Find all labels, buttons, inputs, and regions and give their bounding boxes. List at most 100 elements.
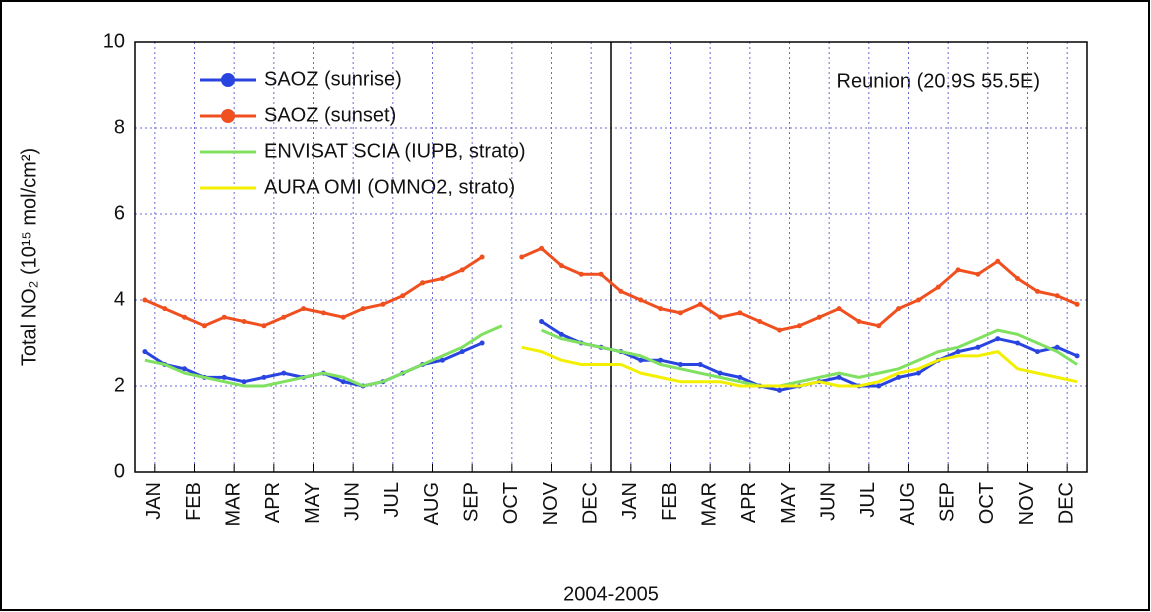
legend-label: ENVISAT SCIA (IUPB, strato) (264, 140, 526, 162)
legend-label: AURA OMI (OMNO2, strato) (264, 176, 515, 198)
series-marker (320, 310, 326, 316)
y-tick-label: 8 (114, 116, 125, 138)
series-line (144, 255, 483, 328)
x-tick-label: FEB (183, 482, 205, 521)
series-marker (737, 310, 743, 316)
series-marker (221, 314, 227, 320)
series-marker (975, 271, 981, 277)
x-tick-label: MAY (302, 482, 324, 524)
legend-marker (221, 109, 235, 123)
series-marker (439, 357, 445, 363)
series-marker (281, 314, 287, 320)
y-tick-label: 10 (103, 30, 125, 52)
x-tick-label: JAN (619, 482, 641, 520)
x-tick-label: NOV (1016, 481, 1038, 525)
series-marker (420, 280, 426, 286)
series-marker (578, 271, 584, 277)
x-tick-label: JUL (857, 482, 879, 518)
series-marker (182, 366, 188, 372)
series-marker (796, 323, 802, 329)
series-marker (697, 301, 703, 307)
series-marker (658, 306, 664, 312)
series-marker (459, 349, 465, 355)
series-marker (876, 323, 882, 329)
series-marker (558, 263, 564, 269)
series-marker (162, 306, 168, 312)
x-tick-label: AUG (897, 482, 919, 525)
series-marker (816, 314, 822, 320)
series-marker (301, 306, 307, 312)
series-marker (182, 314, 188, 320)
series-marker (1074, 301, 1080, 307)
series-marker (1074, 353, 1080, 359)
series-marker (757, 319, 763, 324)
x-tick-label: MAR (698, 482, 720, 526)
series-marker (915, 297, 921, 303)
series-marker (479, 254, 485, 260)
series-marker (1015, 276, 1021, 281)
series-marker (598, 271, 604, 277)
series-marker (975, 344, 981, 350)
series-marker (241, 319, 247, 324)
legend-marker (221, 73, 235, 87)
annotation: Reunion (20.9S 55.5E) (837, 70, 1040, 92)
series-marker (777, 387, 783, 393)
series-marker (1034, 288, 1040, 294)
series-marker (281, 370, 287, 376)
x-axis-label: 2004-2005 (563, 583, 659, 605)
series-marker (360, 306, 366, 312)
series-marker (439, 276, 445, 281)
series-line (144, 324, 503, 388)
series-marker (380, 301, 386, 307)
series-marker (261, 323, 267, 329)
series-marker (142, 349, 148, 355)
series-marker (1054, 293, 1060, 299)
series-marker (697, 362, 703, 367)
series-line (540, 328, 1078, 388)
series-marker (261, 374, 267, 380)
x-tick-label: APR (738, 482, 760, 523)
series-marker (717, 314, 723, 320)
series-marker (856, 319, 862, 324)
series-marker (539, 245, 545, 251)
series-marker (340, 379, 346, 385)
legend-label: SAOZ (sunrise) (264, 68, 402, 90)
x-tick-label: MAY (778, 482, 800, 524)
series-marker (677, 310, 683, 316)
series-marker (1054, 344, 1060, 350)
series-marker (995, 258, 1001, 264)
x-tick-label: OCT (976, 482, 998, 524)
x-tick-label: JUN (817, 482, 839, 521)
y-axis-label: Total NO₂ (10¹⁵ mol/cm²) (18, 148, 40, 366)
plot-frame (134, 41, 1088, 473)
series-marker (201, 323, 207, 329)
x-tick-label: JUN (341, 482, 363, 521)
series-line (144, 341, 483, 388)
series-marker (836, 374, 842, 380)
x-tick-label: DEC (1055, 482, 1077, 524)
series-marker (221, 374, 227, 380)
series-marker (717, 370, 723, 376)
series-marker (1015, 340, 1021, 346)
series-marker (519, 254, 525, 260)
y-tick-label: 4 (114, 288, 125, 310)
y-tick-label: 6 (114, 202, 125, 224)
x-tick-label: MAR (222, 482, 244, 526)
series-marker (558, 331, 564, 337)
x-tick-label: APR (262, 482, 284, 523)
series-marker (459, 267, 465, 273)
x-tick-label: FEB (659, 482, 681, 521)
series-marker (737, 374, 743, 380)
series-marker (658, 357, 664, 363)
series-marker (400, 293, 406, 299)
series-line (521, 345, 1078, 388)
x-tick-label: NOV (540, 481, 562, 525)
x-tick-label: SEP (460, 482, 482, 522)
series-marker (638, 297, 644, 303)
x-tick-label: JUL (381, 482, 403, 518)
series-marker (935, 284, 941, 290)
x-tick-label: JAN (143, 482, 165, 520)
series-marker (915, 370, 921, 376)
